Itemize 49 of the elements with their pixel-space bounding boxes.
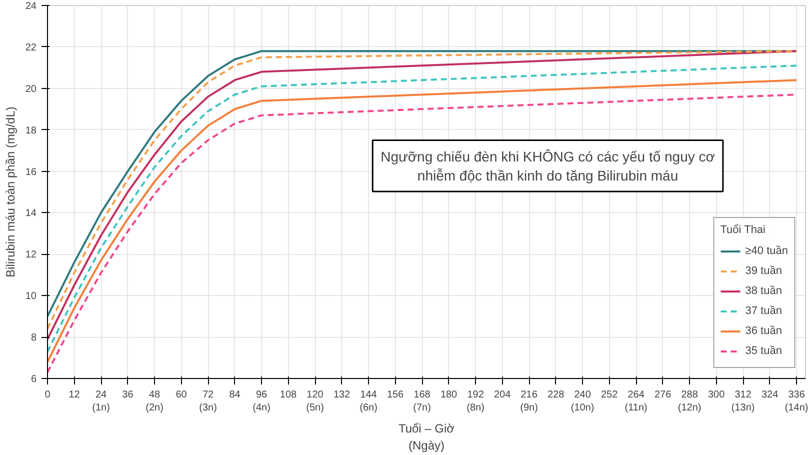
x-tick-label: 36 xyxy=(122,390,134,400)
x-tick-label: 216 (9n) xyxy=(520,390,538,414)
x-tick-label: 336 (14n) xyxy=(784,390,808,414)
x-tick-label: 84 xyxy=(229,390,241,400)
legend-title: Tuổi Thai xyxy=(720,224,766,236)
legend-label: 38 tuần xyxy=(745,285,782,297)
y-tick-label: 8 xyxy=(30,332,37,344)
y-tick-label: 14 xyxy=(25,208,37,220)
x-tick-label: 24 (1n) xyxy=(92,390,110,414)
y-axis-title: Bilirubin máu toàn phần (mg/dL) xyxy=(3,106,18,278)
x-tick-label: 132 xyxy=(333,390,351,400)
y-tick-label: 22 xyxy=(25,42,37,54)
x-tick-label: 12 xyxy=(68,390,80,400)
x-tick-label: 0 xyxy=(44,390,51,400)
x-axis-title: Tuổi – Giờ (Ngày) xyxy=(398,422,455,452)
x-tick-label: 192 (8n) xyxy=(466,390,484,414)
y-tick-label: 10 xyxy=(25,291,37,302)
x-tick-label: 276 xyxy=(654,390,672,400)
x-tick-label: 228 xyxy=(547,390,565,400)
legend-label: 39 tuần xyxy=(745,265,782,277)
x-tick-label: 312 (13n) xyxy=(731,390,755,414)
x-tick-label: 156 xyxy=(386,390,404,400)
x-tick-label: 324 xyxy=(761,390,779,400)
x-tick-label: 108 xyxy=(280,390,298,400)
annotation: Ngưỡng chiếu đèn khi KHÔNG có các yếu tố nguy cơ nhiễm độc thần kinh do tăng Bilirubin máu xyxy=(380,148,715,184)
y-tick-label: 20 xyxy=(25,84,37,95)
x-tick-label: 204 xyxy=(494,390,512,400)
x-tick-label: 60 xyxy=(176,390,188,400)
y-tick-label: 12 xyxy=(25,250,37,261)
x-tick-label: 96 (4n) xyxy=(252,390,270,414)
y-tick-label: 18 xyxy=(25,125,37,136)
x-tick-label: 264 (11n) xyxy=(624,390,648,414)
x-tick-label: 144 (6n) xyxy=(360,390,378,414)
x-tick-label: 300 xyxy=(708,390,726,400)
legend-label: ≥40 tuần xyxy=(745,245,788,257)
x-tick-label: 252 xyxy=(600,390,618,400)
x-tick-label: 288 (12n) xyxy=(678,390,702,414)
legend-label: 37 tuần xyxy=(745,305,782,317)
legend-label: 36 tuần xyxy=(745,325,782,337)
x-tick-label: 120 (5n) xyxy=(306,390,324,414)
legend-label: 35 tuần xyxy=(745,345,782,357)
y-tick-label: 6 xyxy=(30,374,37,385)
y-tick-label: 16 xyxy=(25,166,37,178)
y-tick-label: 24 xyxy=(25,1,37,12)
x-tick-label: 72 (3n) xyxy=(199,390,217,414)
x-tick-label: 48 (2n) xyxy=(146,390,164,414)
x-tick-label: 168 (7n) xyxy=(413,390,431,414)
x-tick-label: 240 (10n) xyxy=(570,390,594,414)
x-tick-label: 180 xyxy=(440,390,458,400)
